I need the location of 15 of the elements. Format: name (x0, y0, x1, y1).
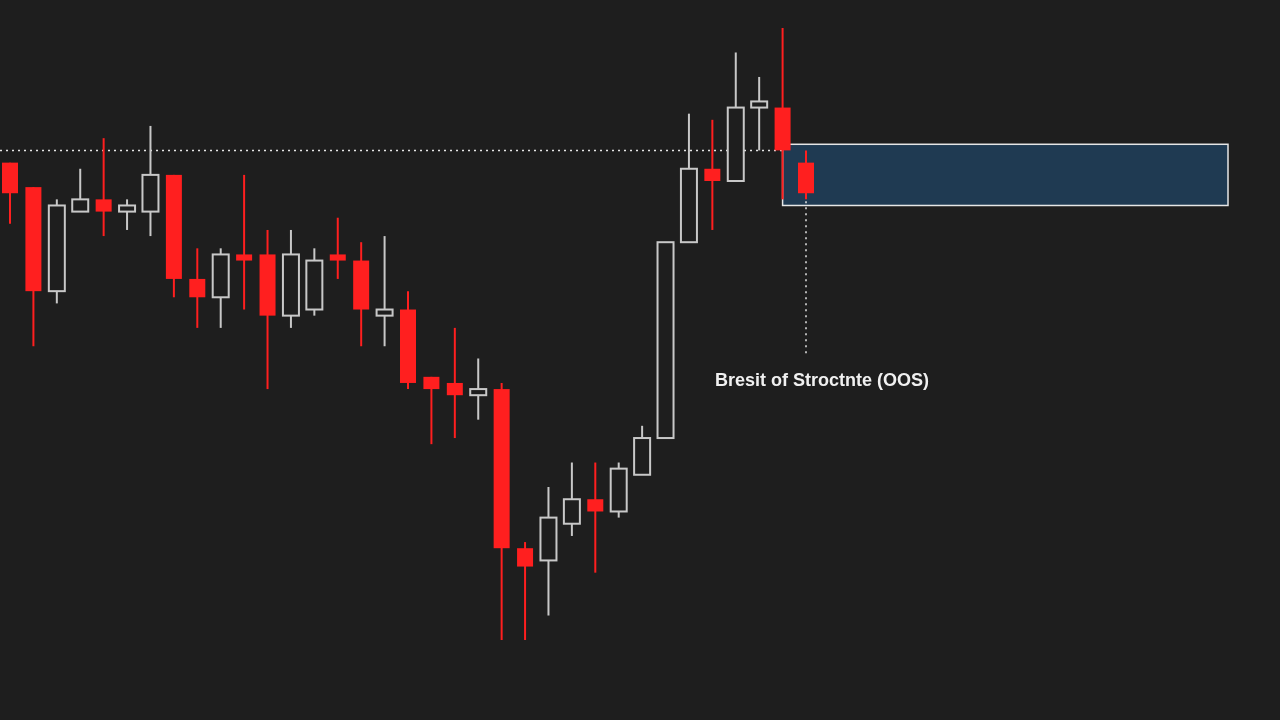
candlestick (423, 375, 440, 446)
candlestick (189, 247, 206, 329)
candlestick (118, 198, 137, 231)
annotation: Bresit of Stroctnte (OOS) (714, 370, 930, 390)
candlestick (236, 173, 253, 311)
candlestick (329, 216, 346, 280)
candlestick (95, 137, 112, 238)
candlestick (375, 235, 394, 348)
candlestick (446, 326, 463, 440)
candlestick (517, 541, 534, 641)
candlestick (587, 461, 604, 574)
candlestick (750, 75, 769, 152)
candlestick (469, 357, 488, 421)
candlestick (704, 118, 721, 231)
candlestick (71, 167, 90, 213)
